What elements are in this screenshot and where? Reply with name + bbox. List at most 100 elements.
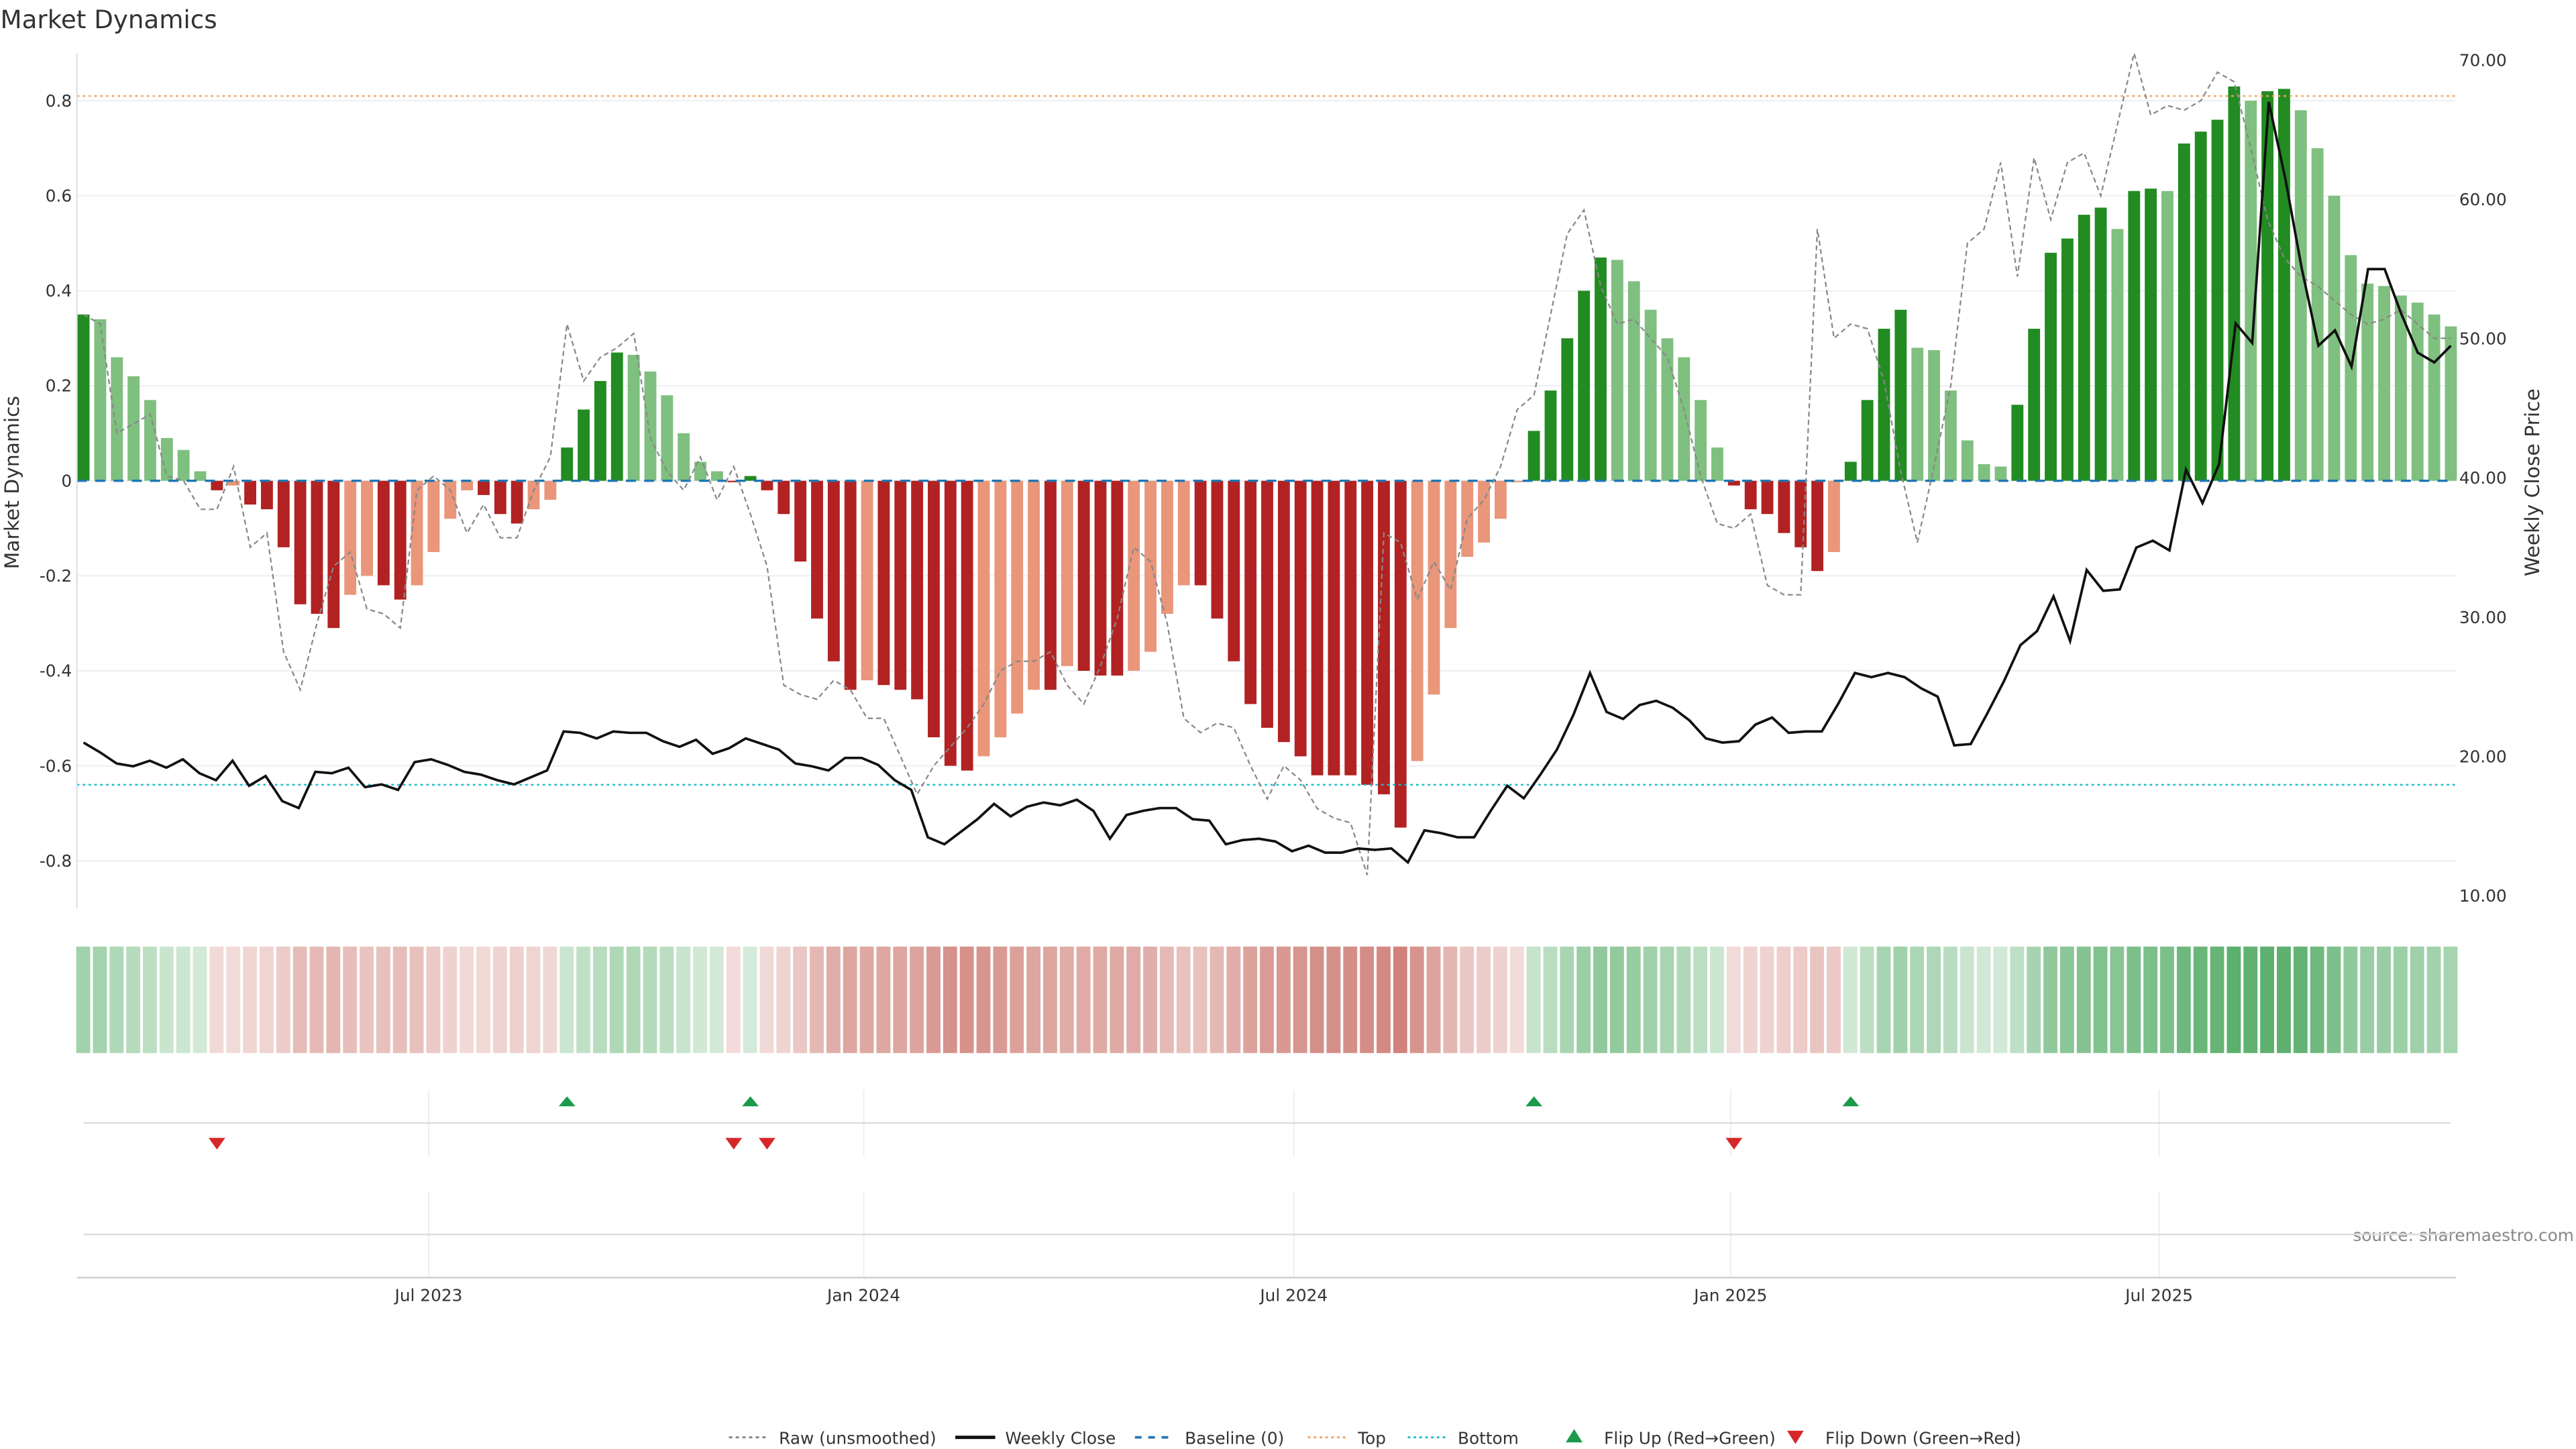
- heatmap-cell: [876, 947, 891, 1053]
- bar: [1428, 480, 1440, 695]
- bar: [1411, 480, 1424, 761]
- bar: [2078, 215, 2090, 481]
- flip-up-marker: [558, 1096, 576, 1107]
- bar: [1527, 431, 1540, 481]
- heatmap-cell: [193, 947, 207, 1053]
- bar: [777, 480, 790, 515]
- bar: [1277, 480, 1290, 743]
- heatmap-cell: [1676, 947, 1691, 1053]
- bar: [1228, 480, 1240, 661]
- y-tick-label: 0: [61, 471, 72, 490]
- bar: [2011, 405, 2024, 481]
- bar: [2211, 119, 2224, 481]
- source-note: source: sharemaestro.com: [2353, 1226, 2574, 1245]
- bar: [2228, 86, 2241, 481]
- bar: [311, 480, 323, 614]
- heatmap-cell: [76, 947, 91, 1053]
- legend-label: Flip Up (Red→Green): [1604, 1429, 1776, 1448]
- heatmap-cell: [1593, 947, 1607, 1053]
- heatmap-cell: [609, 947, 624, 1053]
- bar: [2178, 143, 2190, 481]
- heatmap-cell: [1026, 947, 1041, 1053]
- bar: [1727, 480, 1740, 486]
- heatmap-cell: [1226, 947, 1241, 1053]
- legend-label: Top: [1357, 1429, 1386, 1448]
- bar: [928, 480, 940, 738]
- heatmap-cell: [2110, 947, 2125, 1053]
- heatmap-cell: [143, 947, 157, 1053]
- heatmap-cell: [2143, 947, 2158, 1053]
- bar: [461, 480, 474, 490]
- heatmap-cell: [1260, 947, 1274, 1053]
- bar: [861, 480, 873, 681]
- bar: [1328, 480, 1340, 775]
- flip-down-marker: [725, 1138, 743, 1150]
- heatmap-cell: [1543, 947, 1558, 1053]
- bar: [244, 480, 256, 505]
- bar: [961, 480, 973, 771]
- heatmap-cell: [1059, 947, 1074, 1053]
- bar: [877, 480, 890, 686]
- heatmap-cell: [443, 947, 458, 1053]
- heatmap-cell: [826, 947, 841, 1053]
- y-right-tick-label: 10.00: [2459, 886, 2507, 906]
- bar: [1678, 357, 1690, 481]
- heatmap-cell: [776, 947, 791, 1053]
- bar: [1144, 480, 1157, 652]
- bar: [811, 480, 823, 619]
- y-tick-label: 0.4: [46, 281, 72, 301]
- heatmap-cell: [243, 947, 257, 1053]
- heatmap-cell: [2360, 947, 2375, 1053]
- bar: [1578, 290, 1591, 481]
- heatmap-cell: [1710, 947, 1724, 1053]
- bar: [111, 357, 123, 481]
- legend: Raw (unsmoothed) Weekly Close Baseline (0)…: [729, 1429, 2021, 1448]
- heatmap-cell: [559, 947, 574, 1053]
- x-tick-label: Jan 2024: [826, 1285, 900, 1305]
- bar: [1111, 480, 1124, 676]
- bar: [2445, 326, 2457, 481]
- heatmap-cell: [509, 947, 524, 1053]
- heatmap-cell: [1793, 947, 1808, 1053]
- legend-flip-down-icon: [1786, 1430, 1804, 1444]
- bar: [727, 480, 740, 482]
- heatmap-cell: [1243, 947, 1258, 1053]
- heatmap-cell: [693, 947, 707, 1053]
- flip-up-marker: [1525, 1096, 1543, 1107]
- bar: [227, 480, 240, 486]
- bar: [211, 480, 223, 490]
- y-right-tick-label: 20.00: [2459, 747, 2507, 766]
- bar: [1044, 480, 1057, 690]
- bar: [1978, 464, 1990, 481]
- heatmap-cell: [910, 947, 924, 1053]
- heatmap-cell: [492, 947, 507, 1053]
- bar: [1494, 480, 1507, 519]
- heatmap-cell: [626, 947, 641, 1053]
- bar: [511, 480, 523, 524]
- bar: [2161, 191, 2174, 481]
- heatmap-cell: [209, 947, 224, 1053]
- heatmap-cell: [226, 947, 241, 1053]
- bar: [627, 355, 640, 481]
- x-tick-label: Jan 2025: [1693, 1285, 1767, 1305]
- heatmap-cell: [1910, 947, 1925, 1053]
- bar: [1461, 480, 1474, 557]
- bar: [1161, 480, 1173, 614]
- flip-up-marker: [742, 1096, 759, 1107]
- heatmap-cell: [93, 947, 107, 1053]
- bar: [1194, 480, 1207, 586]
- heatmap-cell: [1443, 947, 1458, 1053]
- bar: [2328, 195, 2341, 481]
- bar: [1011, 480, 1024, 714]
- bar: [2378, 286, 2390, 481]
- heatmap-cell: [1093, 947, 1108, 1053]
- heatmap-cell: [993, 947, 1008, 1053]
- heatmap-cell: [1976, 947, 1991, 1053]
- heatmap-cell: [476, 947, 490, 1053]
- heatmap-cell: [2127, 947, 2141, 1053]
- heatmap-cell: [859, 947, 874, 1053]
- bar: [594, 380, 606, 481]
- bar: [2245, 101, 2257, 481]
- bar: [127, 376, 140, 481]
- heatmap-cell: [1760, 947, 1774, 1053]
